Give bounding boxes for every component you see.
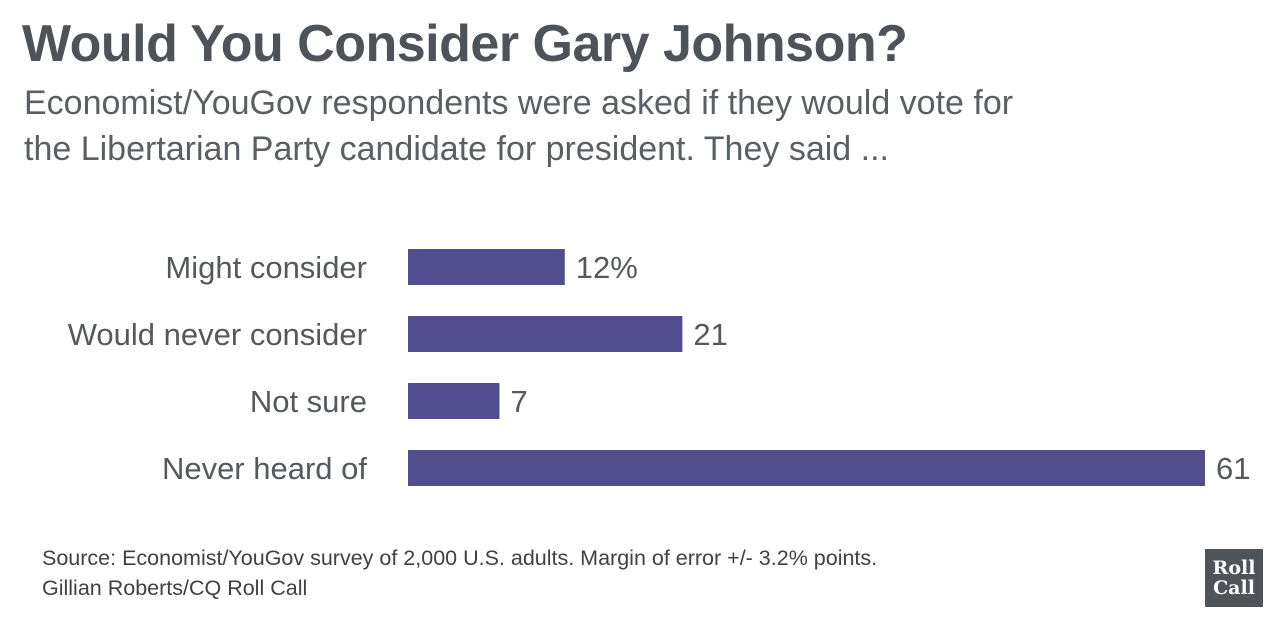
chart-footer: Source: Economist/YouGov survey of 2,000… <box>42 543 877 603</box>
credit-note: Gillian Roberts/CQ Roll Call <box>42 576 308 600</box>
source-note: Source: Economist/YouGov survey of 2,000… <box>42 546 878 570</box>
chart-subtitle: Economist/YouGov respondents were asked … <box>24 80 1224 172</box>
logo-line-1: Roll <box>1212 557 1256 579</box>
value-label: 61 <box>1216 451 1250 486</box>
value-label: 21 <box>693 317 727 352</box>
category-label: Not sure <box>250 384 367 419</box>
bar <box>408 249 565 285</box>
bar <box>408 383 500 419</box>
bar <box>408 316 683 352</box>
roll-call-logo: Roll Call <box>1205 549 1263 607</box>
value-label: 7 <box>510 384 527 419</box>
chart-title: Would You Consider Gary Johnson? <box>22 15 908 73</box>
bar-chart: Might consider 12% Would never consider 21 N… <box>68 249 1250 486</box>
subtitle-line-1: Economist/YouGov respondents were asked … <box>24 84 1014 122</box>
value-label: 12% <box>576 250 638 285</box>
category-label: Would never consider <box>68 317 367 352</box>
subtitle-line-2: the Libertarian Party candidate for pres… <box>24 130 889 168</box>
logo-line-2: Call <box>1213 577 1255 599</box>
category-label: Never heard of <box>162 451 367 486</box>
category-label: Might consider <box>165 250 367 285</box>
bar <box>408 450 1205 486</box>
